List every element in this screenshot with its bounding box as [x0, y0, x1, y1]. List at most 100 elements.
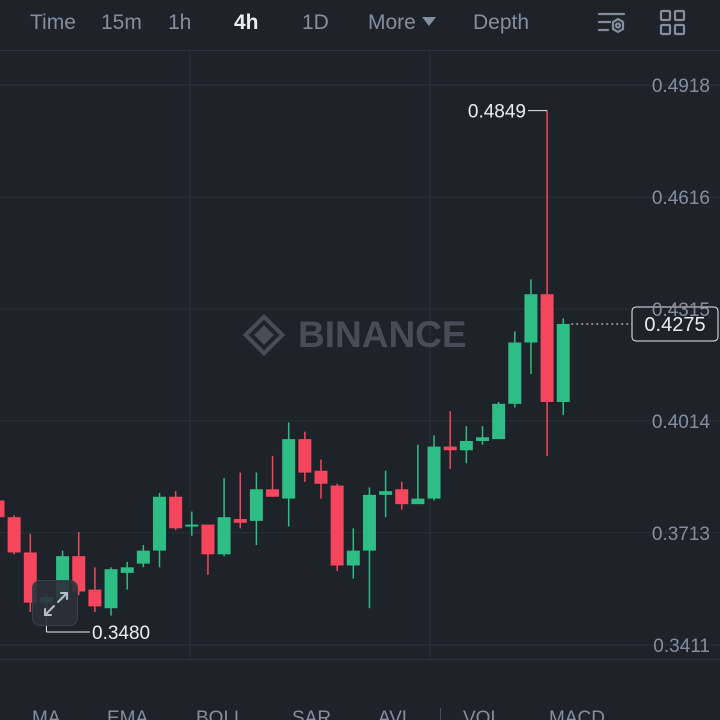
timeframe-toolbar: Time 15m 1h 4h 1D More Depth	[0, 0, 720, 46]
candle-body	[0, 500, 5, 518]
candle	[395, 481, 409, 510]
candle	[282, 422, 296, 527]
candle-body	[120, 567, 134, 573]
price-tick-label: 0.4315	[652, 300, 710, 321]
current-price-label: 0.4275	[644, 314, 705, 336]
candle-body	[346, 550, 360, 566]
candle-body	[411, 498, 425, 505]
price-tick-label: 0.3411	[653, 636, 710, 657]
toolbar-divider	[0, 50, 720, 51]
chart-grid	[0, 51, 720, 660]
candles	[0, 110, 570, 620]
indicator-boll[interactable]: BOLL	[196, 708, 245, 720]
candle-body	[314, 470, 328, 484]
candle	[330, 483, 344, 572]
candle	[459, 426, 473, 464]
candle	[169, 491, 183, 531]
candle	[266, 455, 280, 497]
tab-1h[interactable]: 1h	[168, 11, 192, 34]
indicator-vol[interactable]: VOL	[463, 708, 502, 720]
tab-4h[interactable]: 4h	[234, 11, 259, 34]
candle	[88, 567, 102, 612]
chart-settings-icon[interactable]	[596, 8, 628, 38]
tab-depth[interactable]: Depth	[473, 11, 530, 34]
current-price-tag	[631, 306, 719, 342]
indicator-divider	[440, 708, 441, 720]
candle-body	[185, 524, 199, 527]
expand-chart-button[interactable]	[32, 580, 78, 626]
candle	[104, 567, 118, 616]
candle-body	[427, 446, 441, 499]
price-axis: 0.4918 0.4616 0.4315 0.4014 0.3713 0.3411	[652, 76, 711, 657]
candle	[249, 472, 263, 546]
candle-body	[7, 517, 21, 553]
price-annotations: 0.4849 0.3480 0.4275	[45, 102, 719, 644]
layout-grid-icon[interactable]	[657, 8, 689, 38]
candle-body	[104, 569, 118, 609]
candle-body	[540, 294, 554, 402]
candle	[379, 470, 393, 518]
candle	[298, 431, 312, 482]
candle-body	[249, 489, 263, 521]
candle	[7, 515, 21, 555]
watermark-text: BINANCE	[298, 314, 467, 355]
candle-body	[169, 496, 183, 529]
indicator-macd[interactable]: MACD	[549, 708, 605, 720]
price-tick-label: 0.4918	[652, 76, 710, 97]
price-tick-label: 0.4616	[652, 188, 710, 209]
candle	[411, 444, 425, 505]
candle-body	[282, 439, 296, 499]
candle	[153, 493, 166, 568]
binance-logo-icon	[242, 313, 286, 357]
candle	[314, 459, 328, 499]
high-price-label: 0.4849	[468, 102, 526, 123]
tab-time[interactable]: Time	[30, 11, 76, 34]
candle-body	[266, 489, 280, 497]
candle-body	[556, 323, 570, 402]
price-tick-label: 0.4014	[652, 412, 711, 433]
tab-1d[interactable]: 1D	[302, 11, 329, 34]
candle	[540, 110, 554, 456]
more-label: More	[368, 11, 416, 34]
indicator-ma[interactable]: MA	[32, 708, 61, 720]
candle	[0, 500, 5, 518]
candle	[201, 524, 215, 575]
candle	[217, 478, 231, 557]
candle	[556, 318, 570, 415]
candle	[492, 401, 506, 440]
candle	[185, 511, 199, 536]
candle-body	[88, 589, 102, 607]
indicator-bar: MA EMA BOLL SAR AVL VOL MACD	[0, 698, 720, 720]
candle	[524, 279, 538, 375]
candle	[427, 435, 441, 501]
candle	[346, 528, 360, 579]
candle-body	[508, 342, 522, 404]
price-tick-label: 0.3713	[652, 524, 710, 545]
indicator-sar[interactable]: SAR	[292, 708, 332, 720]
candle-body	[201, 524, 215, 555]
candle-body	[233, 519, 247, 523]
candle	[362, 487, 376, 609]
candle	[476, 426, 489, 445]
expand-arrows-icon	[44, 592, 68, 616]
candle-body	[379, 491, 393, 495]
candle	[443, 411, 457, 469]
indicator-ema[interactable]: EMA	[107, 708, 149, 720]
candle-body	[524, 294, 538, 343]
candle-body	[443, 446, 457, 451]
binance-watermark: BINANCE	[242, 313, 467, 357]
more-dropdown[interactable]: More	[368, 10, 436, 36]
indicator-avl[interactable]: AVL	[378, 708, 413, 720]
candle	[120, 561, 134, 590]
candle-body	[476, 437, 489, 441]
candle-body	[136, 550, 150, 564]
tab-15m[interactable]: 15m	[101, 11, 142, 34]
candle-body	[298, 439, 312, 473]
candle-body	[459, 440, 473, 451]
candle-body	[217, 517, 231, 555]
low-price-label: 0.3480	[92, 623, 150, 644]
candle	[508, 331, 522, 408]
chevron-down-icon	[421, 17, 436, 26]
candle-body	[330, 485, 344, 566]
